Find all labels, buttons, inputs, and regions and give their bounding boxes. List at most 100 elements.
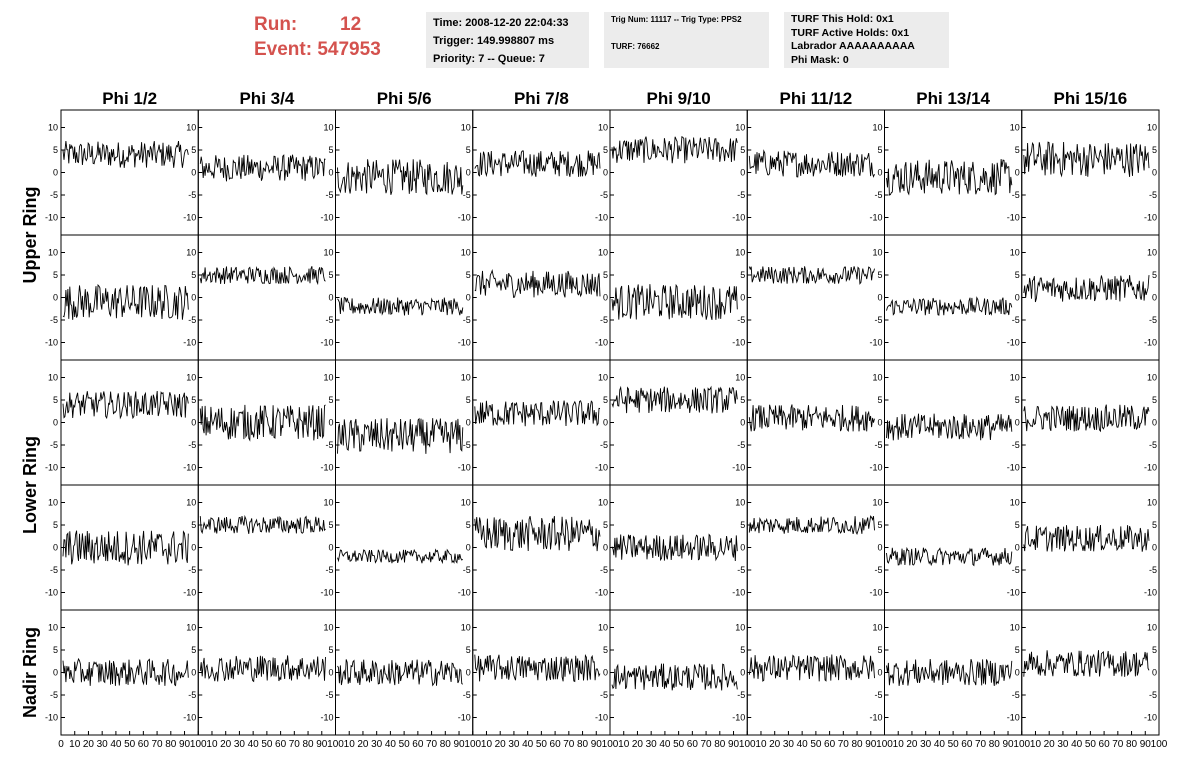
- panel-frame: [197, 234, 336, 361]
- event-value: 547953: [317, 39, 381, 60]
- waveform-trace: [886, 546, 1013, 567]
- panel-frame: [884, 234, 1023, 361]
- y-tick-label: -10: [732, 463, 745, 473]
- y-tick-label: 5: [603, 270, 608, 280]
- waveform-trace: [1023, 650, 1150, 677]
- y-tick-label: 0: [877, 293, 882, 303]
- y-tick-label: 0: [53, 293, 58, 303]
- x-tick-label: 70: [426, 739, 438, 750]
- y-tick-label: 0: [328, 668, 333, 678]
- y-tick-label: -5: [463, 315, 471, 325]
- waveform-trace: [1023, 275, 1150, 303]
- y-tick-label: -10: [1144, 213, 1157, 223]
- y-tick-label: 10: [323, 373, 333, 383]
- y-tick-label: 0: [603, 418, 608, 428]
- y-tick-label: 0: [1152, 543, 1157, 553]
- x-tick-label: 100: [327, 739, 344, 750]
- y-tick-label: 5: [1152, 145, 1157, 155]
- y-tick-label: -5: [1012, 190, 1020, 200]
- waveform-trace: [199, 655, 326, 683]
- y-tick-label: 5: [53, 145, 58, 155]
- y-tick-label: 0: [1015, 543, 1020, 553]
- y-tick-label: -5: [1012, 315, 1020, 325]
- waveform-trace: [886, 296, 1013, 316]
- x-tick-label: 60: [138, 739, 150, 750]
- panel-frame: [472, 234, 611, 361]
- x-tick-label: 80: [989, 739, 1001, 750]
- waveform-trace: [748, 515, 875, 536]
- y-tick-label: 0: [740, 668, 745, 678]
- y-tick-label: -10: [1144, 713, 1157, 723]
- x-tick-label: 40: [385, 739, 397, 750]
- y-tick-label: 5: [53, 270, 58, 280]
- panel-frame: [746, 484, 885, 611]
- x-tick-label: 60: [412, 739, 424, 750]
- y-tick-label: 0: [1015, 293, 1020, 303]
- x-tick-label: 30: [1057, 739, 1069, 750]
- x-tick-label: 60: [824, 739, 836, 750]
- trig-line: Trig Num: 11117 -- Trig Type: PPS2: [611, 15, 742, 24]
- y-tick-label: 0: [466, 168, 471, 178]
- y-tick-label: 10: [48, 373, 58, 383]
- x-tick-label: 50: [399, 739, 411, 750]
- y-tick-label: 5: [740, 145, 745, 155]
- y-tick-label: -10: [1144, 588, 1157, 598]
- waveform-trace: [611, 663, 738, 691]
- priority-line: Priority: 7 -- Queue: 7: [433, 53, 545, 65]
- y-tick-label: 10: [186, 123, 196, 133]
- y-tick-label: -5: [737, 190, 745, 200]
- y-tick-label: -5: [600, 690, 608, 700]
- x-tick-label: 50: [261, 739, 273, 750]
- panel-frame: [60, 359, 199, 486]
- time-info-box: Time: 2008-12-20 22:04:33 Trigger: 149.9…: [426, 12, 589, 68]
- y-tick-label: 5: [1152, 395, 1157, 405]
- y-tick-label: -10: [595, 588, 608, 598]
- y-tick-label: -5: [1012, 690, 1020, 700]
- y-tick-label: -10: [183, 588, 196, 598]
- x-tick-label: 40: [797, 739, 809, 750]
- run-event-block: Run: 12 Event: 547953: [254, 12, 381, 62]
- y-tick-label: -10: [1007, 713, 1020, 723]
- y-tick-label: -10: [458, 463, 471, 473]
- y-tick-label: -10: [869, 713, 882, 723]
- x-tick-label: 80: [302, 739, 314, 750]
- y-tick-label: -5: [1012, 565, 1020, 575]
- y-tick-label: 5: [328, 270, 333, 280]
- x-tick-label: 70: [975, 739, 987, 750]
- x-tick-label: 80: [851, 739, 863, 750]
- y-tick-label: -10: [1144, 338, 1157, 348]
- panel-frame: [335, 484, 474, 611]
- y-tick-label: -5: [1149, 190, 1157, 200]
- y-tick-label: 0: [603, 668, 608, 678]
- turf-info-box: TURF This Hold: 0x1 TURF Active Holds: 0…: [784, 12, 949, 68]
- x-tick-label: 100: [1013, 739, 1030, 750]
- y-tick-label: 0: [466, 418, 471, 428]
- x-tick-label: 50: [810, 739, 822, 750]
- y-tick-label: -10: [869, 463, 882, 473]
- x-tick-label: 40: [1071, 739, 1083, 750]
- x-tick-label: 30: [97, 739, 109, 750]
- panel-frame: [884, 484, 1023, 611]
- x-tick-label: 60: [687, 739, 699, 750]
- x-tick-label: 10: [618, 739, 630, 750]
- y-tick-label: 0: [191, 418, 196, 428]
- y-tick-label: -5: [463, 190, 471, 200]
- x-tick-label: 80: [440, 739, 452, 750]
- y-tick-label: 0: [191, 293, 196, 303]
- waveform-trace: [748, 654, 875, 682]
- y-tick-label: 0: [1152, 168, 1157, 178]
- y-tick-label: -10: [320, 213, 333, 223]
- x-tick-label: 10: [344, 739, 356, 750]
- x-tick-label: 30: [646, 739, 658, 750]
- y-tick-label: -10: [458, 338, 471, 348]
- y-tick-label: -5: [325, 440, 333, 450]
- y-tick-label: -5: [600, 315, 608, 325]
- y-tick-label: 10: [872, 123, 882, 133]
- waveform-trace: [474, 268, 601, 299]
- y-tick-label: 5: [191, 395, 196, 405]
- column-title: Phi 7/8: [514, 89, 569, 108]
- y-tick-label: 5: [740, 645, 745, 655]
- y-tick-label: 10: [1010, 373, 1020, 383]
- x-tick-label: 30: [783, 739, 795, 750]
- y-tick-label: -5: [50, 565, 58, 575]
